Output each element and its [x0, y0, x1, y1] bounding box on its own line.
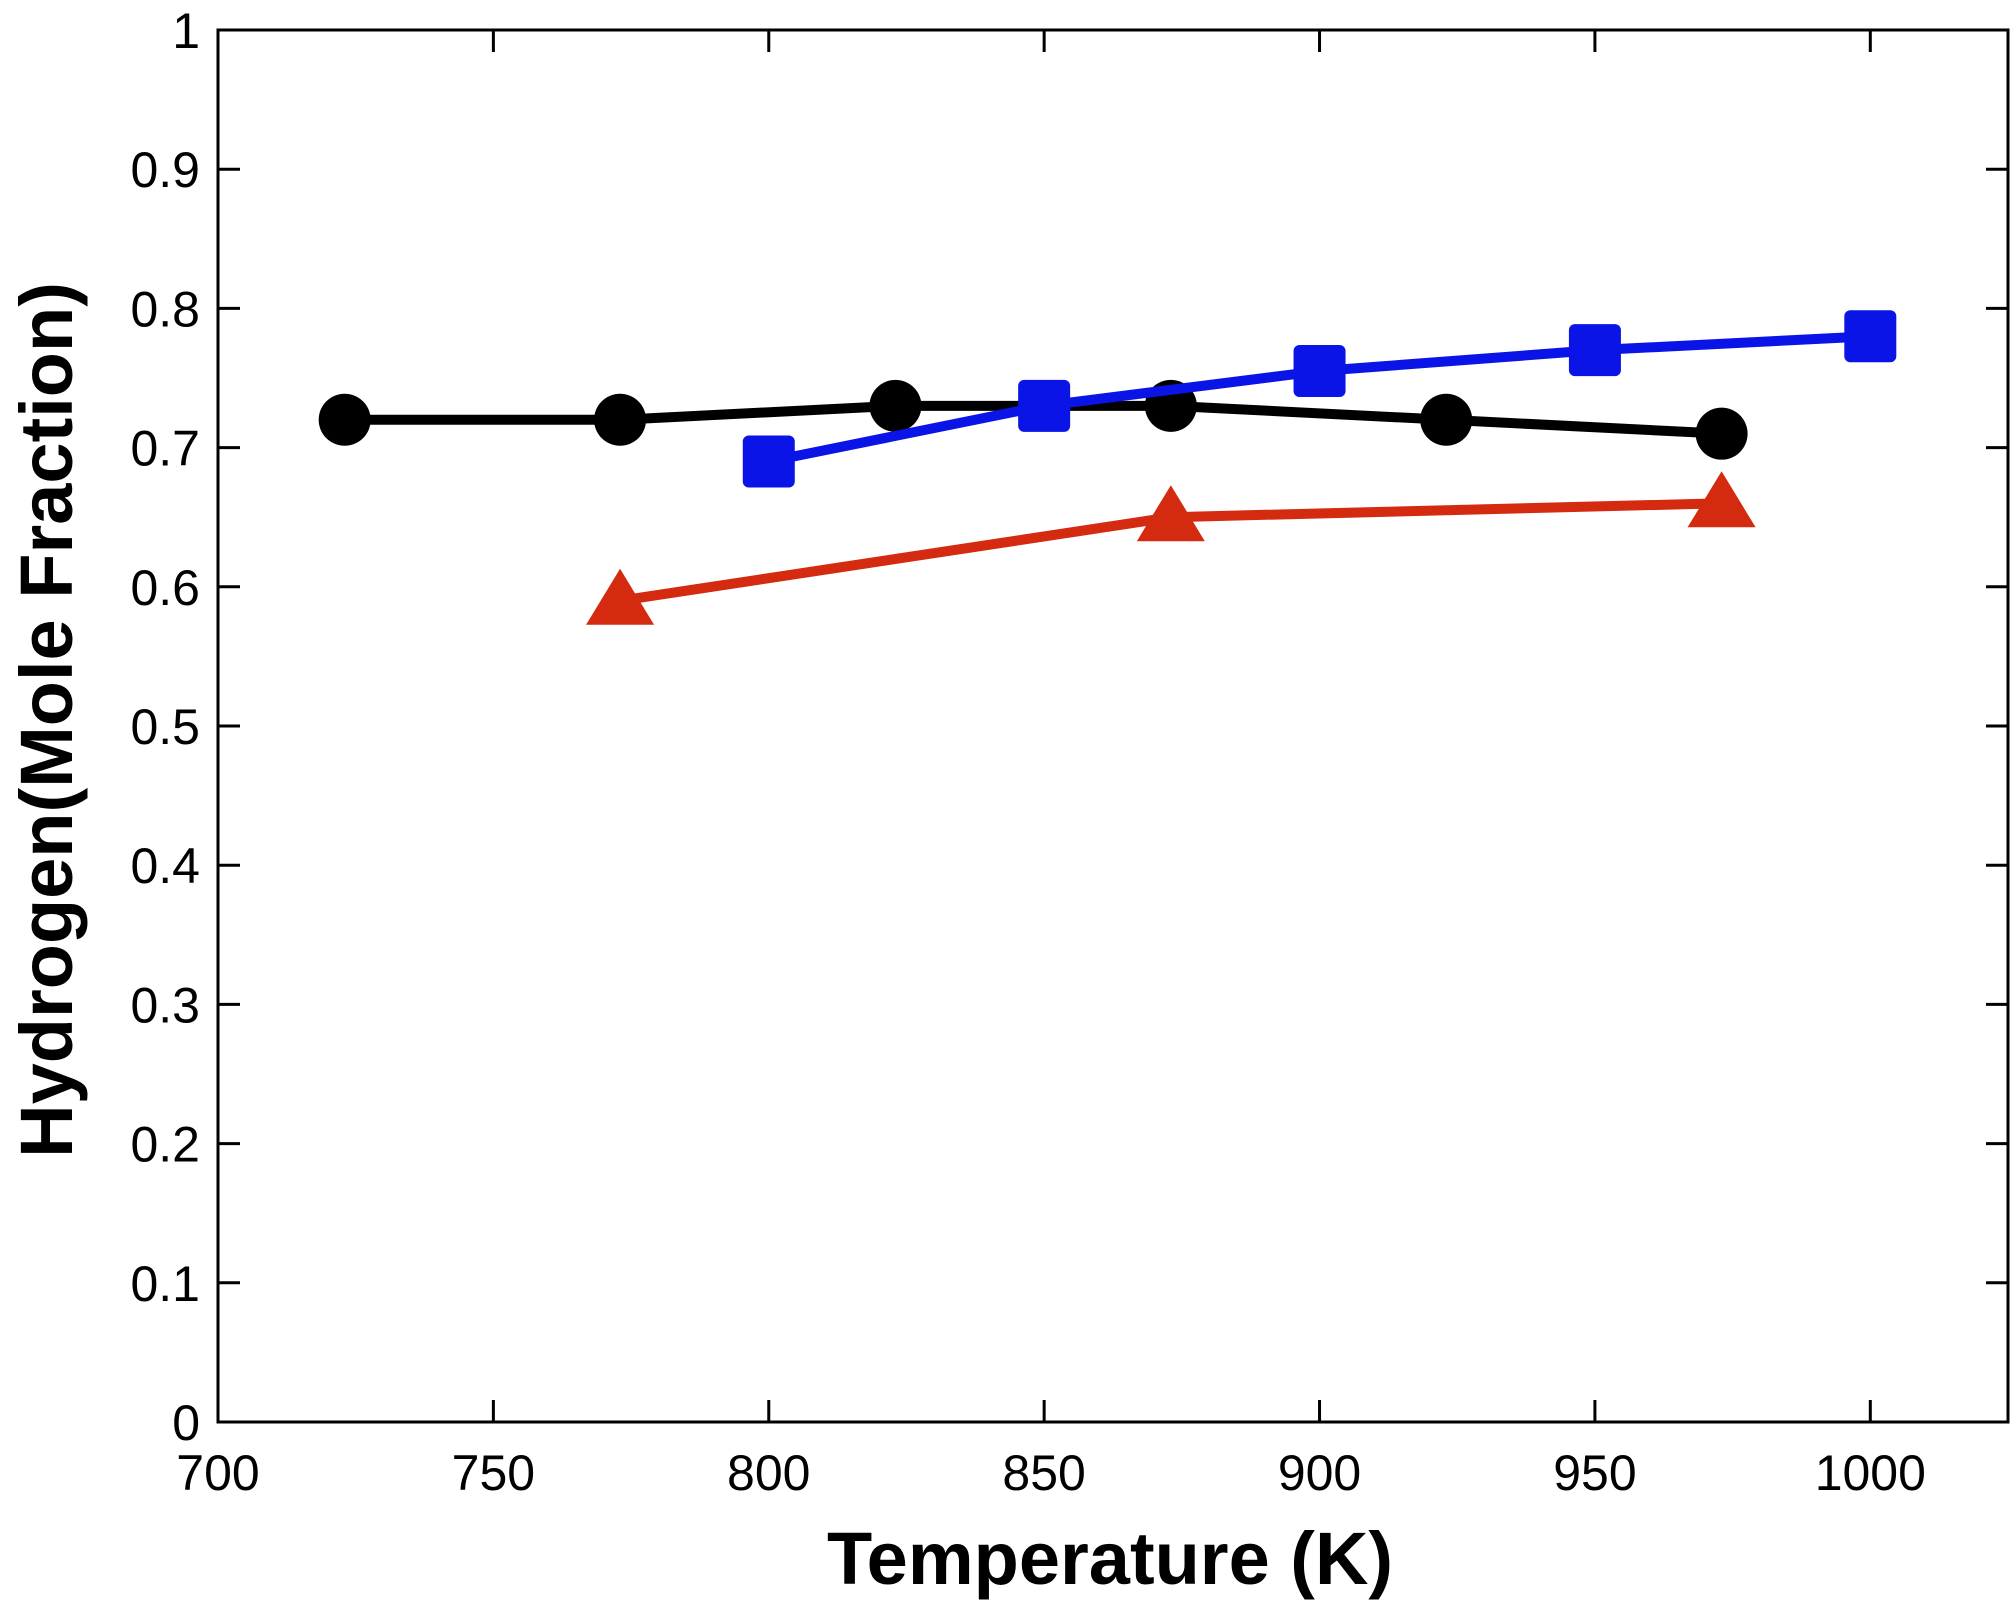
series-square: [742, 310, 1897, 488]
y-tick-label: 0.7: [130, 421, 200, 477]
tick-labels: 700 750 800 850 900 950 1000 0 0.1 0.2 0.3 0.4 0.5 0.…: [130, 3, 1925, 1501]
x-tick-label: 950: [1553, 1445, 1636, 1501]
y-tick-label: 0.2: [130, 1117, 200, 1173]
data-point-circle: [1695, 407, 1748, 460]
x-tick-label: 700: [176, 1445, 259, 1501]
data-point-triangle: [586, 568, 655, 625]
data-point-square: [1568, 324, 1621, 377]
data-point-square: [1018, 379, 1071, 432]
series-triangle: [586, 471, 1756, 625]
x-tick-label: 1000: [1815, 1445, 1926, 1501]
x-tick-label: 800: [727, 1445, 810, 1501]
x-axis-title: Temperature (K): [827, 1517, 1393, 1600]
x-tick-label: 900: [1278, 1445, 1361, 1501]
data-point-square: [742, 435, 795, 488]
x-tick-label: 750: [452, 1445, 535, 1501]
y-tick-label: 0.6: [130, 560, 200, 616]
y-tick-label: 0: [172, 1395, 200, 1451]
y-tick-label: 0.5: [130, 699, 200, 755]
data-point-square: [1293, 345, 1346, 398]
data-point-circle: [1420, 393, 1473, 446]
y-tick-label: 0.8: [130, 281, 200, 337]
y-tick-label: 0.1: [130, 1256, 200, 1312]
plot-area-frame: [216, 28, 2010, 1424]
y-tick-label: 1: [172, 3, 200, 59]
data-point-triangle: [1687, 471, 1756, 528]
y-axis-title: Hydrogen(Mole Fraction): [5, 282, 88, 1158]
data-point-circle: [594, 393, 647, 446]
data-point-circle: [318, 393, 371, 446]
data-series: [318, 310, 1897, 625]
x-tick-label: 850: [1002, 1445, 1085, 1501]
data-point-square: [1844, 310, 1897, 363]
y-tick-label: 0.9: [130, 142, 200, 198]
data-point-circle: [869, 379, 922, 432]
axis-ticks: [216, 28, 2008, 1424]
data-point-triangle: [1136, 485, 1205, 542]
y-tick-label: 0.3: [130, 977, 200, 1033]
y-tick-label: 0.4: [130, 838, 200, 894]
